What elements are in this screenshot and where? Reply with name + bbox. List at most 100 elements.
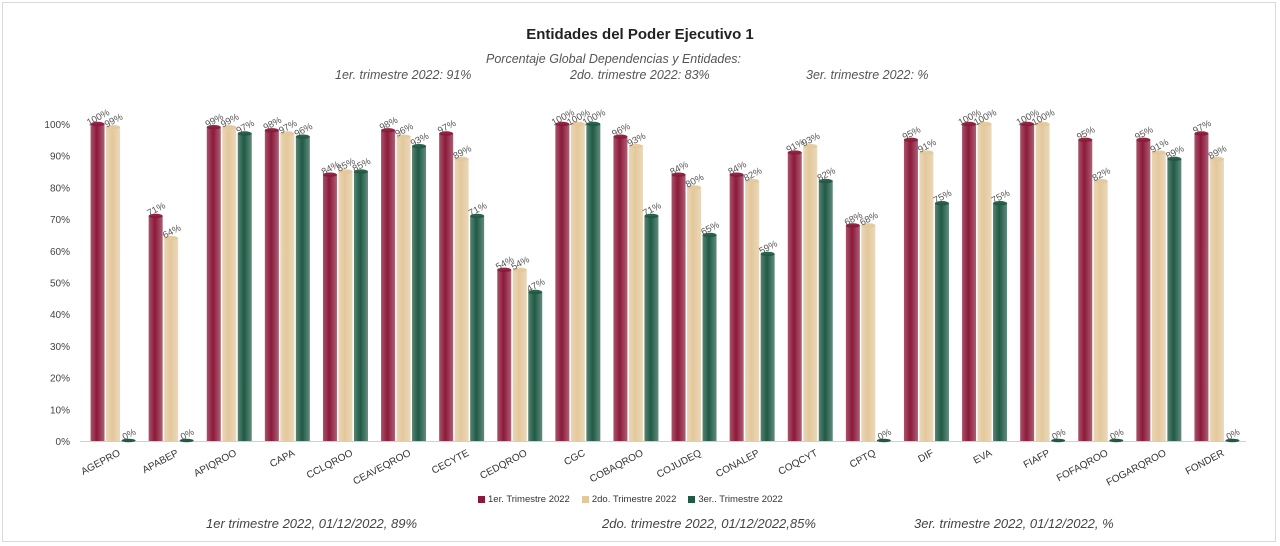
legend-label-q3: 3er.. Trimestre 2022 bbox=[698, 494, 783, 505]
bar bbox=[528, 292, 543, 441]
bar bbox=[412, 146, 427, 441]
bar-cap bbox=[818, 178, 833, 184]
bar bbox=[106, 127, 121, 442]
category-label: CECYTE bbox=[430, 448, 471, 477]
bar-cap bbox=[322, 172, 337, 177]
chart-title: Entidades del Poder Ejecutivo 1 bbox=[526, 26, 754, 43]
bar bbox=[470, 215, 485, 441]
bar-cap bbox=[470, 213, 485, 219]
bar-cap bbox=[760, 251, 775, 257]
bar bbox=[687, 187, 702, 441]
bar-cap bbox=[1194, 131, 1209, 136]
category-label: COBAQROO bbox=[588, 448, 645, 485]
bar-cap bbox=[164, 235, 179, 241]
summary-q1: 1er. trimestre 2022: 91% bbox=[335, 68, 472, 82]
legend-item-q3: 3er.. Trimestre 2022 bbox=[688, 494, 783, 505]
bar-zero bbox=[179, 438, 194, 443]
bar-cap bbox=[1035, 121, 1050, 127]
bar bbox=[555, 124, 570, 441]
bar bbox=[570, 124, 585, 441]
category-label: APABEP bbox=[141, 448, 181, 476]
bar bbox=[439, 133, 454, 441]
category-label: CGC bbox=[562, 448, 587, 468]
category-label: EVA bbox=[972, 448, 994, 467]
bar-cap bbox=[644, 213, 659, 219]
bar-zero bbox=[1051, 438, 1066, 443]
bar-cap bbox=[412, 143, 427, 149]
bar bbox=[381, 130, 396, 441]
category-label: FOFAQROO bbox=[1055, 448, 1110, 484]
bar bbox=[962, 124, 977, 441]
summary-q3: 3er. trimestre 2022: % bbox=[806, 68, 929, 82]
bar-cap bbox=[687, 185, 702, 190]
bar-cap bbox=[90, 121, 105, 127]
bar bbox=[1035, 124, 1050, 441]
y-tick-label: 30% bbox=[50, 342, 70, 353]
legend-item-q1: 1er. Trimestre 2022 bbox=[478, 494, 570, 505]
bar bbox=[497, 269, 512, 441]
footer-q3: 3er. trimestre 2022, 01/12/2022, % bbox=[914, 516, 1114, 531]
bar-cap bbox=[454, 156, 469, 162]
bar bbox=[845, 225, 860, 441]
category-label: COQCYT bbox=[777, 448, 820, 478]
y-tick-label: 80% bbox=[50, 183, 70, 194]
bar bbox=[237, 133, 252, 441]
bar-cap bbox=[586, 121, 601, 127]
bar bbox=[628, 146, 643, 441]
legend-swatch-q1 bbox=[478, 496, 485, 503]
bar bbox=[353, 171, 368, 442]
legend-label-q1: 1er. Trimestre 2022 bbox=[488, 494, 570, 505]
bar-cap bbox=[977, 121, 992, 127]
bar-cap bbox=[803, 143, 818, 149]
bar bbox=[671, 174, 686, 441]
bar bbox=[818, 181, 833, 441]
category-label: DIF bbox=[916, 448, 935, 465]
bar bbox=[729, 174, 744, 441]
bar bbox=[264, 130, 279, 441]
bar bbox=[1194, 133, 1209, 441]
bar-cap bbox=[745, 178, 760, 184]
bar bbox=[148, 215, 163, 441]
y-tick-label: 100% bbox=[44, 120, 70, 131]
bar-cap bbox=[280, 131, 295, 136]
bar-cap bbox=[338, 169, 353, 174]
bar-zero bbox=[876, 438, 891, 443]
bar bbox=[222, 127, 237, 442]
chart-subtitle: Porcentaje Global Dependencias y Entidad… bbox=[486, 52, 742, 66]
category-label: CAPA bbox=[268, 448, 297, 470]
y-tick-label: 90% bbox=[50, 152, 70, 163]
bar bbox=[1093, 181, 1108, 441]
bar bbox=[338, 171, 353, 442]
y-tick-label: 20% bbox=[50, 374, 70, 385]
y-tick-label: 0% bbox=[56, 437, 71, 448]
bar bbox=[1078, 139, 1093, 441]
legend-swatch-q3 bbox=[688, 496, 696, 503]
bar-cap bbox=[934, 201, 949, 206]
bar bbox=[977, 124, 992, 441]
bar-cap bbox=[1020, 121, 1035, 127]
y-tick-label: 40% bbox=[50, 310, 70, 321]
bar bbox=[512, 269, 527, 441]
bar bbox=[280, 133, 295, 441]
y-tick-label: 50% bbox=[50, 279, 70, 290]
category-label: FIAFP bbox=[1022, 448, 1052, 471]
bar bbox=[644, 215, 659, 441]
bar-cap bbox=[861, 223, 876, 228]
category-label: CONALEP bbox=[714, 448, 762, 480]
bar bbox=[586, 124, 601, 441]
bar-zero bbox=[1109, 438, 1124, 443]
bar-zero bbox=[121, 438, 136, 443]
bar-cap bbox=[439, 131, 454, 136]
bar-cap bbox=[671, 172, 686, 177]
bar-cap bbox=[512, 267, 527, 273]
bar bbox=[702, 234, 717, 441]
bar-cap bbox=[1136, 137, 1151, 143]
bar-cap bbox=[497, 267, 512, 273]
footer-q2: 2do. trimestre 2022, 01/12/2022,85% bbox=[602, 516, 816, 531]
y-tick-label: 10% bbox=[50, 405, 70, 416]
bar bbox=[1209, 158, 1224, 441]
bar bbox=[934, 203, 949, 441]
bar bbox=[613, 136, 628, 441]
bar bbox=[322, 174, 337, 441]
bar-zero bbox=[1225, 438, 1240, 443]
